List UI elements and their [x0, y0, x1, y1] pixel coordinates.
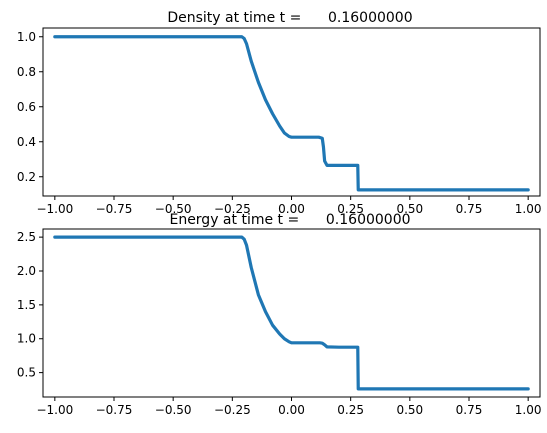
- energy-y-tick-label: 1.0: [17, 332, 36, 346]
- energy-x-tick-label: −0.75: [96, 403, 133, 417]
- energy-y-tick-label: 1.5: [17, 298, 36, 312]
- density-x-tick-label: 0.75: [456, 202, 483, 216]
- energy-y-tick-label: 2.5: [17, 230, 36, 244]
- density-panel: Density at time t = 0.16000000 −1.00 −0.7…: [17, 10, 542, 216]
- energy-x-tick-label: 0.75: [456, 403, 483, 417]
- density-axes-frame: [42, 27, 541, 197]
- energy-y-tick-label: 0.5: [17, 366, 36, 380]
- energy-x-tick-label: 1.00: [515, 403, 542, 417]
- energy-x-tick-label: −1.00: [36, 403, 73, 417]
- energy-y-tick-label: 2.0: [17, 264, 36, 278]
- density-x-tick-label: 0.50: [396, 202, 423, 216]
- energy-axes-frame: [42, 228, 541, 398]
- density-x-tick-label: −0.25: [214, 202, 251, 216]
- density-x-tick-label: −1.00: [36, 202, 73, 216]
- energy-series-line-0: [53, 235, 530, 391]
- density-y-tick-label: 1.0: [17, 30, 36, 44]
- energy-x-tick-label: −0.50: [155, 403, 192, 417]
- energy-chart-title: Energy at time t = 0.16000000: [169, 212, 410, 228]
- density-y-tick-label: 0.2: [17, 170, 36, 184]
- energy-x-tick-label: 0.50: [396, 403, 423, 417]
- energy-panel: −1.00 −0.75 −0.50 −0.25 0.00 0.25 0.50 0.75 1.00…: [17, 228, 542, 417]
- density-x-tick-label: 0.00: [278, 202, 305, 216]
- energy-x-tick-label: 0.25: [337, 403, 364, 417]
- density-x-tick-label: 0.25: [337, 202, 364, 216]
- density-x-tick-label: −0.75: [96, 202, 133, 216]
- density-y-tick-label: 0.6: [17, 100, 36, 114]
- density-x-tick-label: 1.00: [515, 202, 542, 216]
- energy-x-tick-label: 0.00: [278, 403, 305, 417]
- density-y-tick-label: 0.8: [17, 65, 36, 79]
- density-x-tick-label: −0.50: [155, 202, 192, 216]
- density-chart-title: Density at time t = 0.16000000: [167, 10, 412, 26]
- density-series-line-0: [53, 35, 530, 192]
- density-y-tick-label: 0.4: [17, 135, 36, 149]
- energy-x-tick-label: −0.25: [214, 403, 251, 417]
